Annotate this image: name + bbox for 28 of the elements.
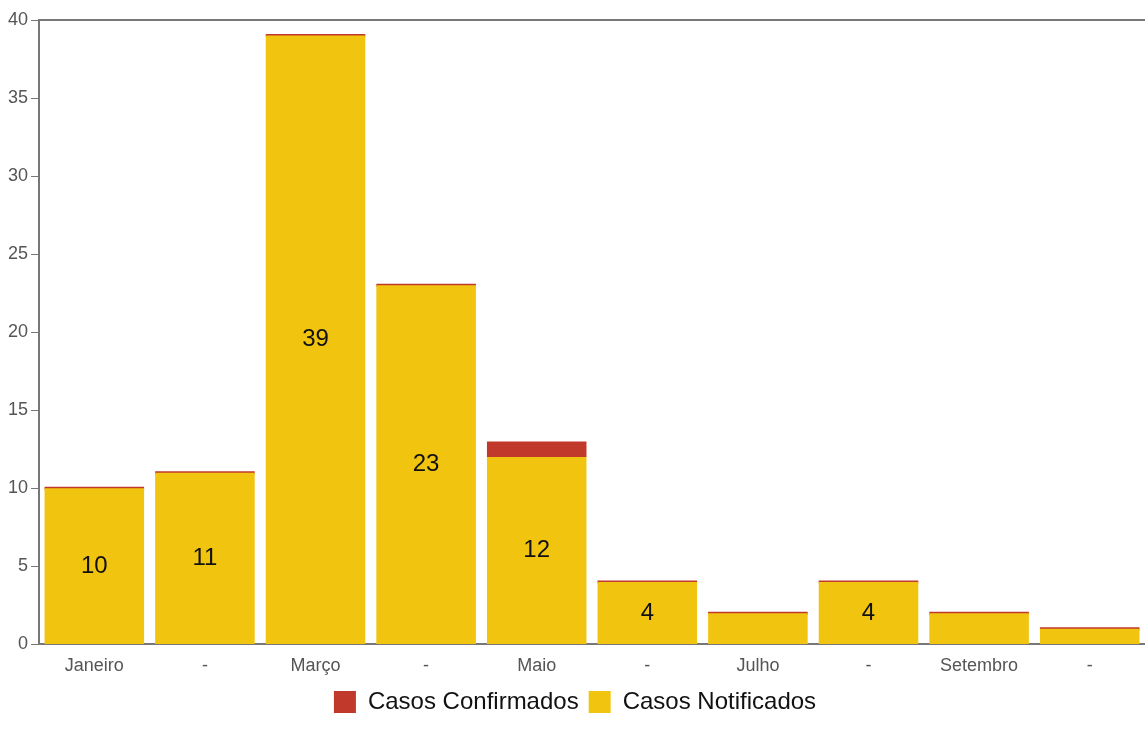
data-label: 4 xyxy=(861,597,876,625)
y-tick-label: 35 xyxy=(7,87,29,108)
data-label: 10 xyxy=(80,550,108,578)
y-tick-label: 0 xyxy=(18,633,29,654)
y-tick-label: 40 xyxy=(7,8,29,29)
x-tick-label: - xyxy=(201,655,208,676)
y-tick-label: 25 xyxy=(7,243,29,264)
x-tick-label: - xyxy=(1086,655,1093,676)
x-tick-label: Julho xyxy=(736,655,780,676)
legend-label: Casos Notificados xyxy=(622,686,817,714)
data-label: 39 xyxy=(302,324,329,352)
x-tick-label: - xyxy=(423,655,430,676)
data-label: 11 xyxy=(192,542,218,570)
y-tick-label: 15 xyxy=(7,399,29,420)
legend-label: Casos Confirmados xyxy=(367,686,579,714)
y-tick-label: 10 xyxy=(7,477,29,498)
data-label: 4 xyxy=(640,597,654,625)
x-tick-label: Março xyxy=(290,655,341,676)
data-label: 12 xyxy=(523,535,551,563)
x-tick-label: - xyxy=(865,655,872,676)
y-tick-label: 30 xyxy=(7,165,29,186)
y-tick-label: 20 xyxy=(7,321,29,342)
y-tick-label: 5 xyxy=(18,555,29,576)
x-tick-label: Maio xyxy=(517,655,557,676)
x-tick-label: Setembro xyxy=(940,655,1019,676)
data-label: 23 xyxy=(412,449,440,477)
x-tick-label: Janeiro xyxy=(64,655,124,676)
x-tick-label: - xyxy=(644,655,651,676)
